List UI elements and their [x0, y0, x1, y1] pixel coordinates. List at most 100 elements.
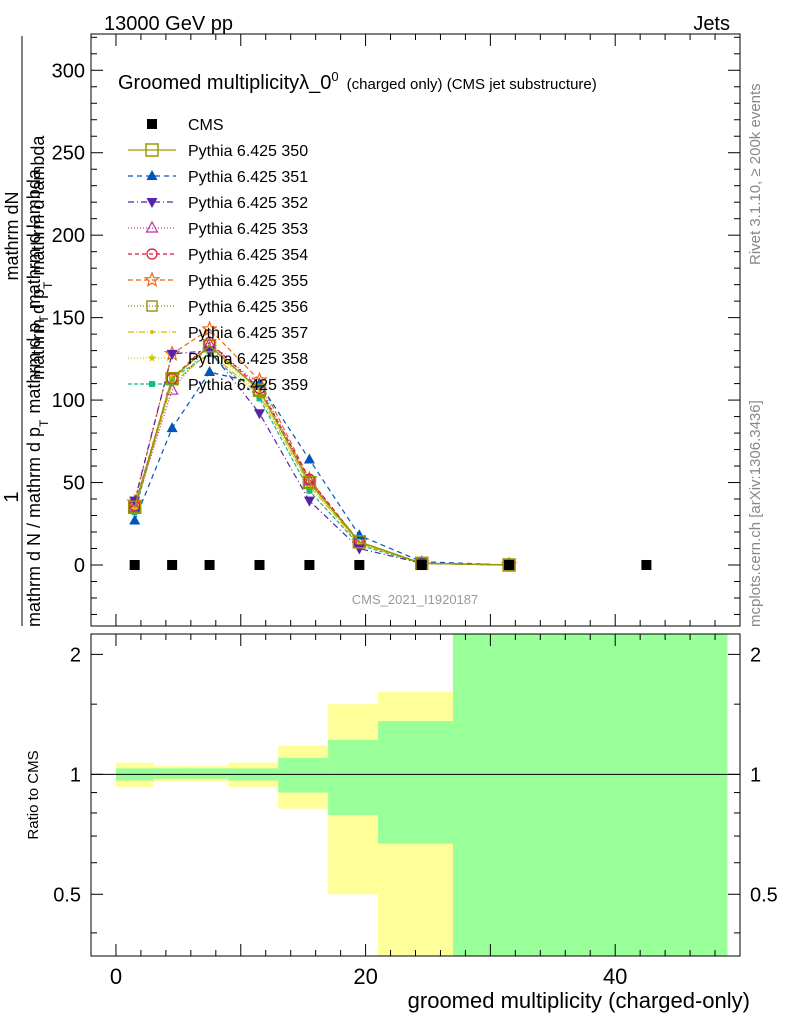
data-point	[167, 559, 178, 570]
ylabel-one: 1	[1, 491, 23, 502]
data-point	[167, 372, 177, 381]
ratio-band-green	[378, 721, 453, 844]
y-tick-label: 100	[52, 390, 85, 412]
plot-title: Groomed multiplicityλ_00 (charged only) (…	[118, 69, 597, 94]
y-tick-label: 50	[63, 473, 85, 495]
ratio-y-tick-label-right: 2	[750, 644, 761, 666]
data-point	[166, 349, 178, 360]
data-point	[204, 366, 216, 377]
data-point	[204, 559, 215, 570]
legend-entry: Pythia 6.425 352	[128, 195, 308, 212]
title-sup: 0	[331, 69, 338, 84]
data-point	[502, 558, 516, 572]
data-point	[354, 559, 365, 570]
data-point	[641, 559, 652, 570]
legend-label: Pythia 6.425 357	[188, 325, 308, 342]
series-4	[128, 336, 516, 570]
x-tick-label: 40	[603, 964, 627, 989]
legend-entry: Pythia 6.425 353	[128, 220, 308, 238]
ratio-y-tick-label-right: 1	[750, 764, 761, 786]
legend-marker	[143, 271, 161, 288]
y-tick-label: 250	[52, 143, 85, 165]
data-point	[128, 500, 142, 512]
legend-label: CMS	[188, 117, 224, 134]
y-tick-label: 200	[52, 225, 85, 247]
legend-marker	[147, 119, 157, 129]
series-line	[134, 349, 510, 566]
data-point	[302, 473, 316, 486]
header-left: 13000 GeV pp	[104, 13, 233, 35]
data-point	[201, 320, 218, 337]
title-main: Groomed multiplicityλ_0	[118, 72, 331, 94]
ratio-band-green	[328, 739, 379, 816]
legend-entry: CMS	[147, 117, 224, 134]
legend-label: Pythia 6.425 352	[188, 195, 308, 212]
legend-label: Pythia 6.425 358	[188, 351, 308, 368]
ylabel-den: mathrm d N / mathrm d pTmathrm d pTmathr…	[24, 168, 51, 627]
series-7	[129, 340, 515, 571]
legend-marker	[150, 330, 154, 334]
legend-marker	[145, 143, 159, 157]
main-series	[126, 320, 652, 572]
ratio-band-green	[153, 768, 191, 779]
legend-entry: Pythia 6.425 351	[128, 169, 308, 186]
legend-label: Pythia 6.425 351	[188, 169, 308, 186]
ratio-y-tick-label: 0.5	[53, 884, 81, 906]
main-frame	[90, 33, 741, 627]
data-point	[129, 559, 140, 570]
legend-entry: Pythia 6.425 358	[128, 351, 308, 368]
series-5	[129, 336, 515, 571]
ratio-y-tick-label-right: 0.5	[750, 884, 778, 906]
y-tick-label: 0	[74, 555, 85, 577]
ratio-y-tick-label: 2	[70, 644, 81, 666]
legend-label: Pythia 6.425 355	[188, 273, 308, 290]
mcplots-label: mcplots.cern.ch [arXiv:1306.3436]	[747, 400, 764, 627]
legend-label: Pythia 6.425 356	[188, 299, 308, 316]
x-tick-label: 20	[353, 964, 377, 989]
series-2	[129, 366, 515, 569]
data-point	[256, 395, 263, 402]
legend-marker	[146, 198, 158, 208]
legend-entry: Pythia 6.425 354	[128, 247, 308, 264]
data-point	[252, 383, 267, 397]
main-ylabel: 1 mathrm d N / mathrm d pTmathrm d pTmat…	[1, 36, 55, 627]
data-point	[306, 487, 313, 494]
x-tick-label: 0	[110, 964, 122, 989]
legend-label: Pythia 6.425 353	[188, 221, 308, 238]
ratio-ylabel: Ratio to CMS	[25, 750, 42, 839]
ratio-y-tick-label: 1	[70, 764, 81, 786]
svg-text:Groomed multiplicityλ_00(charg: Groomed multiplicityλ_00 (charged only) (…	[118, 69, 597, 94]
legend-entry: Pythia 6.425 350	[128, 143, 308, 160]
data-point	[127, 500, 142, 515]
data-point	[253, 377, 265, 388]
legend: CMS Pythia 6.425 350 Pythia 6.425 351 Pythi…	[128, 117, 308, 394]
legend-entry: Pythia 6.425 359	[128, 377, 308, 394]
data-point	[303, 453, 315, 464]
legend-entry: Pythia 6.425 357	[128, 325, 308, 342]
legend-marker	[146, 300, 158, 312]
ratio-bands	[91, 634, 740, 956]
data-point	[352, 535, 367, 549]
watermark: CMS_2021_I1920187	[352, 592, 479, 607]
legend-label: Pythia 6.425 359	[188, 377, 308, 394]
series-line	[134, 351, 510, 566]
data-point	[504, 559, 515, 570]
legend-label: Pythia 6.425 350	[188, 143, 308, 160]
data-point	[129, 514, 141, 525]
title-suffix: (charged only) (CMS jet substructure)	[347, 76, 597, 93]
data-point	[166, 422, 178, 433]
rivet-label: Rivet 3.1.10, ≥ 200k events	[747, 83, 764, 265]
legend-entry: Pythia 6.425 356	[128, 299, 308, 316]
data-point	[202, 338, 217, 353]
ratio-band-green	[452, 634, 728, 956]
series-line	[134, 371, 510, 566]
legend-entry: Pythia 6.425 355	[128, 271, 308, 290]
series-6	[126, 320, 518, 572]
main-axis-ticks: 0 50 100 150 200 250 300	[52, 34, 740, 626]
data-point	[253, 409, 265, 420]
data-point	[353, 544, 365, 555]
ratio-axis-ticks: 0.5 0.51 12 20 20 40	[53, 634, 778, 989]
legend-marker	[145, 220, 159, 233]
ylabel-num-dN: mathrm dN	[2, 191, 22, 280]
